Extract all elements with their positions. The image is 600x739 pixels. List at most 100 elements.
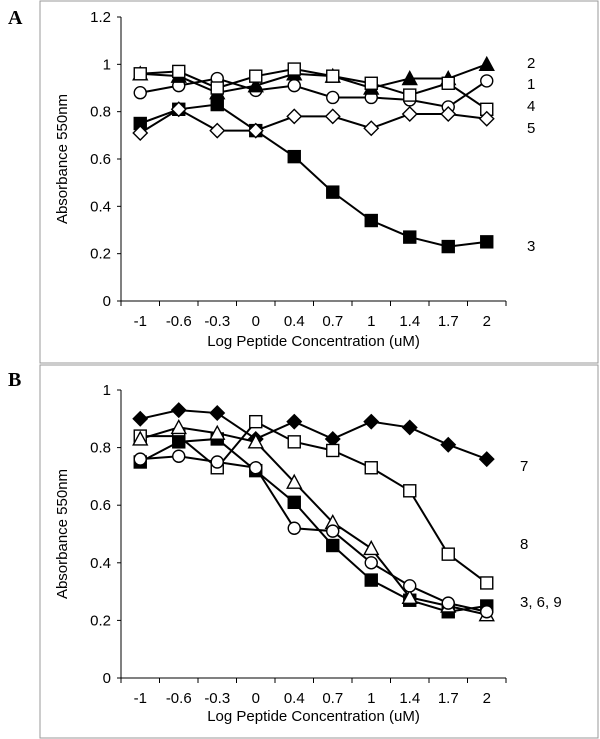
panel-b-series-8-point <box>364 461 378 475</box>
panel-a-series-5-point <box>247 122 264 139</box>
panel-b-frame <box>39 364 599 739</box>
panel-b-x-tick-label: 1.4 <box>399 690 420 707</box>
panel-a-letter: A <box>8 7 23 29</box>
panel-a-x-tick-label: 1.4 <box>399 313 420 330</box>
panel-b-series-6-point <box>286 473 303 489</box>
panel-b-series-7-point <box>401 419 418 436</box>
panel-a-series-5-point <box>324 108 341 125</box>
panel-b-series-9-point <box>287 521 301 535</box>
panel-b-series-end-label: 3, 6, 9 <box>520 594 562 611</box>
panel-b-series-3-point <box>287 495 301 510</box>
panel-a-series-3-point <box>210 97 224 112</box>
panel-b-y-tick-label: 0.6 <box>90 497 111 514</box>
panel-b-series-6-line <box>139 426 487 616</box>
panel-a-series-5-point <box>170 101 187 118</box>
panel-b-series-7-point <box>440 436 457 453</box>
panel-a-series-4-point <box>172 64 186 79</box>
panel-b-series-6-point <box>401 588 418 605</box>
panel-a-series-3-point <box>326 185 340 199</box>
panel-b-series-9-point <box>249 461 263 475</box>
panel-a-series-end-label: 4 <box>527 98 535 115</box>
panel-a-series-4-point <box>249 69 263 83</box>
panel-b-series-9-point <box>172 449 186 463</box>
panel-a-series-end-label: 3 <box>527 238 535 255</box>
panel-a-series-end-label: 5 <box>527 120 535 137</box>
panel-b-series-9-point <box>210 455 224 469</box>
panel-a-series-5-point <box>132 124 149 141</box>
panel-a-series-4-point <box>364 76 378 90</box>
panel-a-series-2-line <box>140 63 488 94</box>
panel-b-series-9-point <box>326 524 340 538</box>
panel-a-series-end-label: 1 <box>527 76 535 93</box>
panel-a-frame <box>39 0 599 364</box>
panel-a-series-3-point <box>364 213 378 228</box>
panel-a-y-tick-label: 1 <box>103 56 111 73</box>
panel-a-series-4-line <box>140 68 488 111</box>
panel-b-y-axis-title: Absorbance 550nm <box>54 469 71 599</box>
panel-a-series-5-point <box>401 106 418 123</box>
panel-a-series-3-point <box>287 149 301 164</box>
panel-a-y-tick-label: 1.2 <box>90 9 111 26</box>
panel-a-x-tick-label: 2 <box>483 313 491 330</box>
panel-b-x-tick-label: 2 <box>483 690 491 707</box>
panel-b-series-8-point <box>249 414 263 429</box>
panel-a-series-1-point <box>287 78 301 93</box>
panel-a-x-tick-label: -0.3 <box>204 313 230 330</box>
panel-a-x-tick-label: 0.4 <box>284 313 305 330</box>
panel-a-series-1-point <box>133 86 147 100</box>
panel-a-series-5-point <box>286 108 303 125</box>
panel-a-y-tick-label: 0.6 <box>90 151 111 168</box>
panel-b-series-9-point <box>480 605 494 619</box>
panel-b-x-tick-label: 1.7 <box>438 690 459 707</box>
panel-b-series-6-point <box>363 539 380 556</box>
panel-b-x-tick-label: 1 <box>367 690 375 707</box>
panel-a-y-tick-label: 0.4 <box>90 198 111 215</box>
panel-a-series-4-point <box>287 62 301 76</box>
panel-b-series-9-point <box>364 556 378 570</box>
panel-a-series-1-line <box>140 77 488 108</box>
panel-b-series-6-point <box>170 418 187 435</box>
panel-b-x-tick-label: 0.7 <box>322 690 343 707</box>
panel-a-series-5-point <box>209 122 226 139</box>
panel-b-series-3-point <box>364 573 378 587</box>
panel-b-letter: B <box>8 369 21 391</box>
panel-b-series-8-point <box>287 435 301 449</box>
panel-a-x-tick-label: -1 <box>134 313 147 330</box>
panel-b-series-3-point <box>172 435 186 449</box>
panel-a-x-tick-label: 1 <box>367 313 375 330</box>
panel-b-series-7-point <box>209 405 226 422</box>
panel-a-x-tick-label: 1.7 <box>438 313 459 330</box>
panel-b-series-7-line <box>140 409 488 461</box>
panel-b-series-3-point <box>326 538 340 553</box>
panel-a-x-tick-label: 0 <box>252 313 260 330</box>
panel-a-series-5-point <box>478 110 495 127</box>
panel-b-y-tick-label: 0 <box>103 670 111 687</box>
panel-a-series-4-point <box>441 76 455 90</box>
panel-b-series-6-point <box>247 433 264 449</box>
panel-b-series-7-point <box>478 451 495 468</box>
panel-a-series-3-line <box>139 103 487 248</box>
panel-b-series-9-point <box>403 579 417 593</box>
panel-b-series-8-point <box>326 443 340 458</box>
panel-b-series-end-label: 7 <box>520 458 528 475</box>
panel-a-plot: 0 0.2 0.4 0.6 0.8 1 1.2 -1 -0.6 -0.3 0 0.4 0.7 1 1.4 1.… <box>54 9 535 350</box>
panel-b-series-7-point <box>363 413 380 430</box>
panel-b-series-end-label: 8 <box>520 536 528 553</box>
panel-b-series-7-point <box>132 410 149 427</box>
panel-a-series-3-point <box>403 230 417 244</box>
panel-b-y-tick-label: 0.4 <box>90 555 111 572</box>
panel-a-x-axis-title: Log Peptide Concentration (uM) <box>207 333 420 350</box>
panel-b-series-8-point <box>441 547 455 561</box>
panel-b-series-9-point <box>133 452 147 466</box>
panel-b-x-tick-label: 0 <box>252 690 260 707</box>
panel-b-series-9-line <box>140 455 487 613</box>
panel-b-series-7-point <box>170 402 187 419</box>
panel-a-series-5-point <box>440 106 457 123</box>
panel-a-x-tick-label: 0.7 <box>322 313 343 330</box>
panel-a-series-3-point <box>441 239 455 254</box>
panel-b-series-9-point <box>441 596 455 610</box>
panel-b-series-7-point <box>286 413 303 430</box>
panel-a-series-2-point <box>401 70 418 86</box>
panel-b-y-tick-label: 0.8 <box>90 440 111 457</box>
